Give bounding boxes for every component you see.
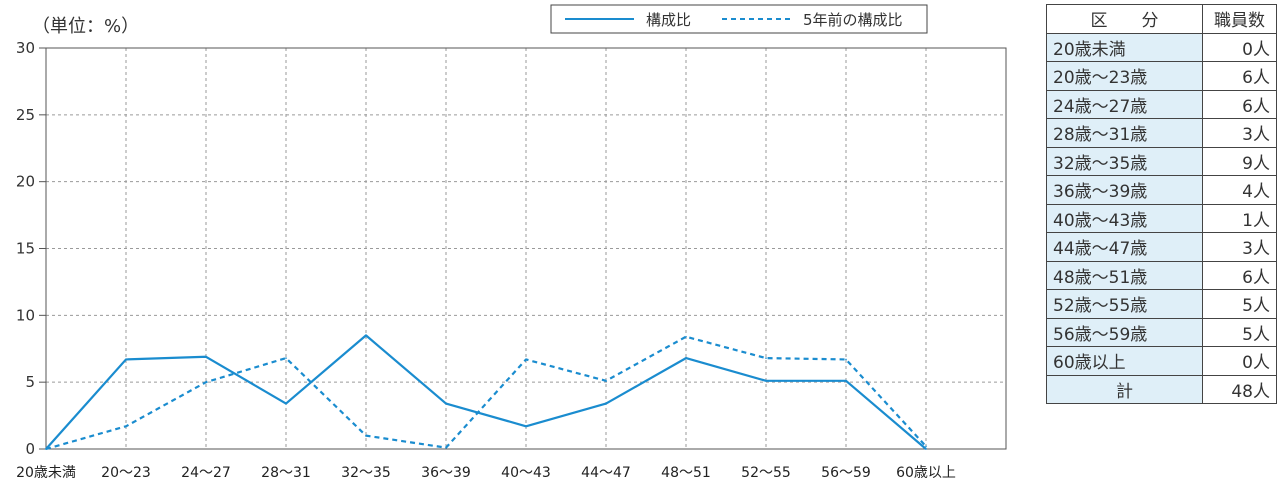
age-range-cell: 40歳〜43歳 (1046, 203, 1203, 233)
series-0-point (925, 448, 927, 450)
series-1-point (445, 446, 447, 449)
age-range-cell: 32歳〜35歳 (1046, 146, 1203, 176)
x-tick-label: 28〜31 (261, 465, 311, 481)
x-tick-label: 44〜47 (581, 465, 631, 481)
age-range-cell: 52歳〜55歳 (1046, 289, 1203, 319)
table-row: 48歳〜51歳 6人 (1046, 260, 1277, 290)
table-row: 52歳〜55歳 5人 (1046, 289, 1277, 319)
series-1-point (365, 434, 367, 437)
table-row: 40歳〜43歳 1人 (1046, 203, 1277, 233)
series-0-point (365, 334, 367, 337)
series-1-point (845, 358, 847, 361)
table-row: 24歳〜27歳 6人 (1046, 89, 1277, 119)
staff-count-cell: 3人 (1202, 118, 1277, 148)
legend-label-dashed: 5年前の構成比 (803, 11, 903, 29)
staff-count-cell: 48人 (1202, 374, 1277, 404)
series-1-point (605, 380, 607, 382)
series-line-0 (45, 334, 927, 450)
age-range-cell: 44歳〜47歳 (1046, 232, 1203, 262)
series-1-point (205, 381, 207, 383)
table-row: 36歳〜39歳 4人 (1046, 175, 1277, 205)
x-tick-label: 56〜59 (821, 465, 871, 481)
table-row: 32歳〜35歳 9人 (1046, 146, 1277, 176)
age-range-cell: 56歳〜59歳 (1046, 317, 1203, 347)
age-range-cell: 48歳〜51歳 (1046, 260, 1203, 290)
age-range-cell: 28歳〜31歳 (1046, 118, 1203, 148)
unit-label: （単位：%） (32, 16, 139, 37)
staff-count-cell: 0人 (1202, 32, 1277, 62)
staff-count-cell: 0人 (1202, 346, 1277, 376)
table-row: 20歳〜23歳 6人 (1046, 61, 1277, 91)
x-tick-label: 20〜23 (101, 465, 151, 481)
staff-count-cell: 6人 (1202, 260, 1277, 290)
y-tick-label: 15 (16, 240, 35, 258)
staff-count-table: 区 分職員数 20歳未満 0人 20歳〜23歳 6人 24歳〜27歳 6人 28歳〜31歳 3人… (1046, 4, 1277, 404)
series-1-point (125, 425, 127, 428)
age-range-cell: 20歳〜23歳 (1046, 61, 1203, 91)
table-header-row: 区 分職員数 (1046, 4, 1277, 34)
y-tick-label: 30 (16, 39, 35, 57)
staff-count-cell: 9人 (1202, 146, 1277, 176)
age-range-cell: 24歳〜27歳 (1046, 89, 1203, 119)
grid-lines (46, 48, 1007, 449)
legend: 構成比 5年前の構成比 (550, 4, 928, 34)
x-axis-ticks: 20歳未満 20〜23 24〜27 28〜31 32〜35 36〜39 40〜43 44〜47… (16, 465, 956, 481)
x-tick-label: 40〜43 (501, 465, 551, 481)
age-composition-chart: （単位：%） 0 5 10 15 20 25 30 20歳未満 20〜23 24〜27 28〜31… (16, 4, 1007, 481)
table-row: 20歳未満 0人 (1046, 32, 1277, 62)
x-tick-label: 32〜35 (341, 465, 391, 481)
series-1-point (925, 445, 927, 448)
y-tick-label: 25 (16, 106, 35, 124)
series-0-point (205, 355, 207, 358)
x-tick-label: 52〜55 (741, 465, 791, 481)
staff-count-cell: 3人 (1202, 232, 1277, 262)
age-range-cell: 36歳〜39歳 (1046, 175, 1203, 205)
x-tick-label: 24〜27 (181, 465, 231, 481)
table-row: 56歳〜59歳 5人 (1046, 317, 1277, 347)
series-0-point (525, 425, 527, 428)
staff-count-cell: 6人 (1202, 61, 1277, 91)
series-1-point (285, 357, 287, 359)
series-lines (45, 334, 927, 451)
y-tick-label: 0 (25, 440, 35, 458)
table-row: 44歳〜47歳 3人 (1046, 232, 1277, 262)
series-0-point (285, 402, 287, 405)
series-0-point (445, 402, 447, 405)
age-range-cell: 計 (1046, 374, 1203, 404)
x-tick-label: 36〜39 (421, 465, 471, 481)
series-0-point (605, 402, 607, 405)
staff-count-cell: 5人 (1202, 289, 1277, 319)
y-axis-ticks: 0 5 10 15 20 25 30 (16, 39, 46, 458)
series-1-point (45, 448, 47, 450)
table-row: 60歳以上 0人 (1046, 346, 1277, 376)
age-range-cell: 60歳以上 (1046, 346, 1203, 376)
y-tick-label: 20 (16, 173, 35, 191)
series-0-point (765, 380, 767, 382)
x-tick-label: 60歳以上 (896, 465, 956, 481)
staff-count-cell: 4人 (1202, 175, 1277, 205)
table-row: 28歳〜31歳 3人 (1046, 118, 1277, 148)
legend-label-solid: 構成比 (646, 11, 691, 29)
table-total-row: 計 48人 (1046, 374, 1277, 404)
series-1-point (525, 358, 527, 361)
series-1-point (765, 357, 767, 359)
y-tick-label: 10 (16, 306, 35, 324)
staff-count-cell: 6人 (1202, 89, 1277, 119)
series-0-point (125, 358, 127, 361)
series-0-point (685, 357, 687, 359)
y-tick-label: 5 (25, 373, 35, 391)
staff-count-cell: 5人 (1202, 317, 1277, 347)
staff-count-cell: 職員数 (1202, 4, 1277, 34)
series-line-1 (45, 335, 927, 451)
age-range-cell: 20歳未満 (1046, 32, 1203, 62)
x-tick-label: 48〜51 (661, 465, 711, 481)
series-1-point (685, 335, 687, 338)
x-tick-label: 20歳未満 (16, 465, 76, 481)
age-range-cell: 区 分 (1046, 4, 1203, 34)
series-0-point (845, 380, 847, 382)
staff-count-cell: 1人 (1202, 203, 1277, 233)
